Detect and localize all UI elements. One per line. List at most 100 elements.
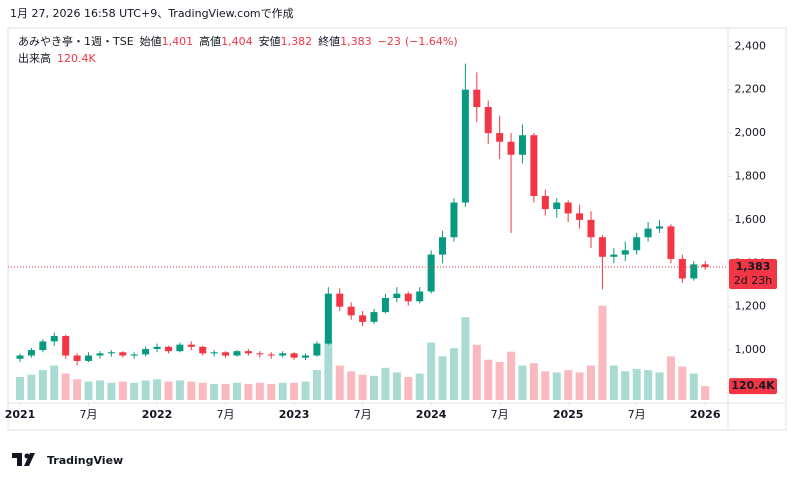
volume-last-label: 120.4K — [731, 379, 775, 392]
candle-body — [496, 133, 504, 142]
volume-bar — [16, 377, 24, 400]
legend-line: あみやき亭・1週・TSE 始値1,401 高値1,404 安値1,382 終値1,383… — [18, 34, 458, 48]
volume-bar — [552, 372, 561, 400]
volume-bar — [427, 342, 436, 400]
x-tick-label: 7月 — [628, 408, 646, 421]
candle-body — [176, 344, 184, 352]
volume-bar — [666, 356, 675, 400]
candle-body — [119, 352, 127, 356]
volume-last-box — [729, 378, 777, 395]
volume-bar — [632, 368, 641, 400]
volume-bar — [153, 379, 162, 400]
candle-body — [564, 202, 572, 214]
volume-bar — [187, 381, 196, 400]
candle-body — [256, 353, 264, 355]
candle-body — [210, 352, 218, 354]
candle-body — [290, 353, 298, 358]
volume-bar — [130, 382, 139, 400]
candle-body — [233, 351, 241, 356]
candle-body — [621, 250, 629, 255]
x-tick-label: 7月 — [354, 408, 372, 421]
candle-body — [336, 293, 344, 307]
volume-legend: 出来高 120.4K — [18, 51, 96, 65]
x-tick-label: 2023 — [279, 408, 310, 421]
volume-bar — [381, 367, 390, 400]
volume-bar — [621, 371, 630, 400]
brand: TradingView — [47, 454, 123, 467]
legend-value: 1,383 — [340, 35, 372, 48]
candle-body — [142, 349, 150, 355]
legend-value: 1,382 — [281, 35, 313, 48]
candle-body — [27, 350, 35, 356]
candle-body — [610, 254, 618, 257]
candle-body — [50, 335, 58, 342]
volume-bar — [175, 380, 184, 400]
volume-title: 出来高 — [18, 51, 51, 65]
volume-bar — [38, 370, 47, 400]
candle-body — [73, 355, 81, 361]
volume-bar — [61, 373, 70, 400]
volume-bar — [495, 362, 504, 400]
volume-bar — [678, 366, 687, 400]
candle-body — [633, 237, 641, 251]
y-tick-label: 2,400 — [735, 39, 767, 52]
x-tick-label: 2024 — [416, 408, 447, 421]
x-tick-label: 2022 — [142, 408, 173, 421]
symbol-title: あみやき亭・1週・TSE — [18, 34, 134, 48]
candle-body — [484, 107, 492, 134]
candle-body — [381, 298, 389, 313]
volume-bar — [587, 365, 595, 400]
change: −23 — [378, 35, 401, 48]
x-tick-label: 7月 — [217, 408, 235, 421]
candle-body — [541, 196, 549, 210]
volume-bar — [221, 383, 230, 400]
legend-label: 安値 — [259, 34, 281, 48]
candle-body — [187, 344, 195, 347]
candle-body — [199, 346, 207, 354]
candle-body — [39, 341, 47, 351]
candle-body — [164, 346, 172, 352]
candle-body — [96, 353, 104, 356]
candle-body — [370, 312, 378, 322]
candle-body — [347, 306, 355, 316]
volume-bar — [529, 363, 538, 400]
volume-bar — [141, 380, 150, 400]
candle-body — [530, 135, 538, 197]
volume-bar — [164, 381, 173, 400]
countdown: 2d 23h — [734, 274, 772, 287]
candle-body — [576, 213, 584, 220]
volume-bar — [575, 372, 584, 400]
candle-body — [85, 355, 93, 361]
volume-bar — [290, 382, 299, 400]
y-tick-label: 1,800 — [735, 169, 767, 182]
last-price-label: 1,383 — [736, 260, 771, 273]
candle-body — [678, 258, 686, 279]
volume-bar — [701, 386, 710, 400]
candle-body — [473, 89, 481, 108]
volume-bar — [50, 365, 59, 400]
volume-bar — [461, 317, 470, 400]
candle-body — [416, 291, 424, 302]
candle-body — [16, 355, 24, 359]
volume-bar — [95, 380, 104, 400]
logo-dot — [24, 453, 30, 459]
volume-bar — [644, 370, 653, 400]
volume-bar — [347, 371, 356, 400]
volume-bar — [518, 365, 527, 400]
volume-bar — [541, 371, 550, 400]
candle-body — [690, 264, 698, 279]
volume-value: 120.4K — [57, 52, 96, 65]
volume-bar — [198, 382, 207, 400]
volume-bar — [438, 356, 447, 400]
volume-bar — [232, 382, 241, 400]
volume-bar — [507, 351, 516, 400]
change-percent: (−1.64%) — [405, 35, 458, 48]
y-tick-label: 2,000 — [735, 126, 767, 139]
logo-icon — [12, 453, 35, 466]
volume-bar — [267, 383, 276, 400]
x-tick-label: 2025 — [553, 408, 584, 421]
candle-body — [267, 354, 275, 356]
legend-label: 始値 — [140, 34, 162, 48]
volume-bar — [312, 370, 321, 400]
volume-bar — [392, 372, 401, 400]
